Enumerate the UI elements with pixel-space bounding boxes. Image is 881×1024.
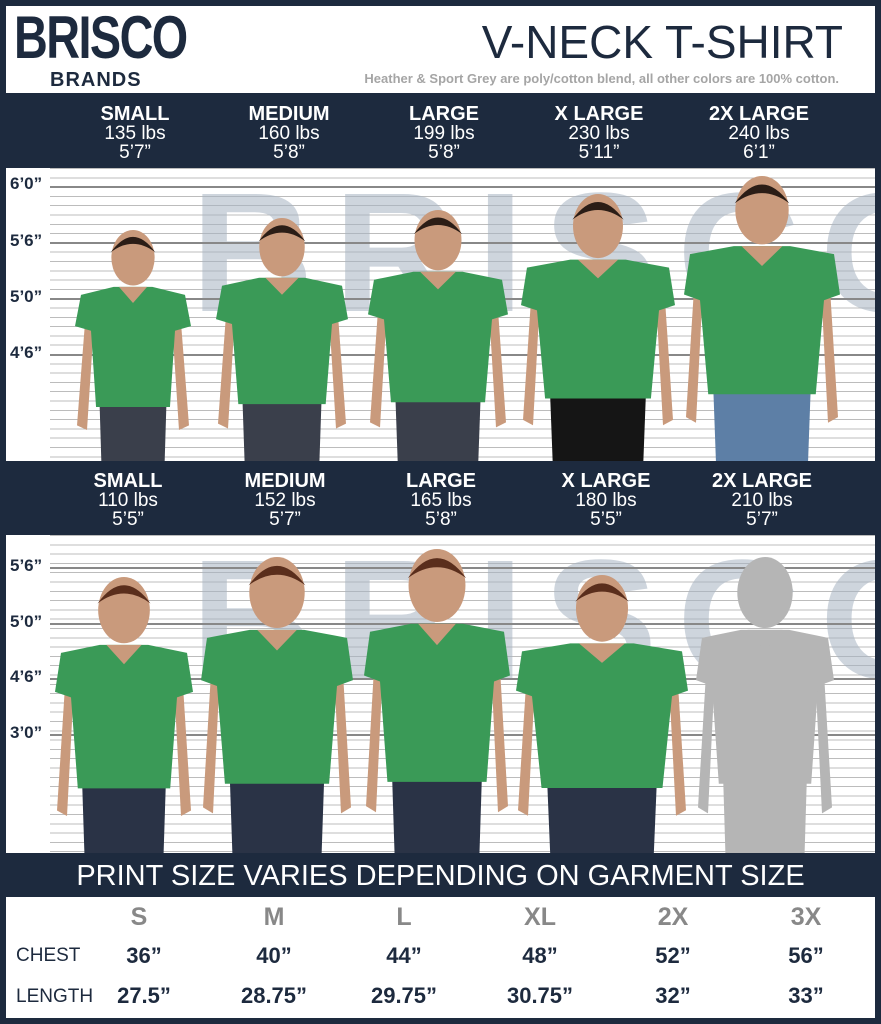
male-model xyxy=(368,210,508,461)
women-size-large: LARGE 165 lbs 5’8” xyxy=(406,470,476,530)
cell: 40” xyxy=(256,943,292,968)
height-mark: 5’6” xyxy=(10,556,45,575)
cell: 32” xyxy=(655,983,691,1008)
column-header: M xyxy=(263,903,285,931)
cell: 30.75” xyxy=(506,983,574,1008)
female-model xyxy=(516,575,688,853)
men-photo-panel: BRISCO 6’0” 5’6” 5’0” 4’6” xyxy=(6,168,875,461)
cell: 29.75” xyxy=(370,983,438,1008)
height-mark: 3’0” xyxy=(10,723,45,742)
row-label: CHEST xyxy=(16,945,81,966)
men-size-large: LARGE 199 lbs 5’8” xyxy=(409,103,479,163)
men-size-medium: MEDIUM 160 lbs 5’8” xyxy=(248,103,330,163)
women-size-xlarge: X LARGE 180 lbs 5’5” xyxy=(561,470,651,530)
logo-text: BRISCO xyxy=(14,4,188,71)
brisco-brands-logo: BRISCO BRANDS xyxy=(14,8,188,92)
men-size-xlarge: X LARGE 230 lbs 5’11” xyxy=(554,103,644,163)
women-size-band: SMALL 110 lbs 5’5” MEDIUM 152 lbs 5’7” LARGE… xyxy=(0,462,881,534)
male-model xyxy=(521,194,675,461)
women-models xyxy=(55,549,834,853)
logo-subtext: BRANDS xyxy=(50,69,142,91)
women-size-medium: MEDIUM 152 lbs 5’7” xyxy=(244,470,326,530)
cell: 36” xyxy=(126,943,162,968)
female-model xyxy=(201,557,353,853)
men-size-small: SMALL 135 lbs 5’7” xyxy=(100,103,170,163)
male-model xyxy=(684,176,840,461)
column-header: 3X xyxy=(790,903,822,931)
women-photo-panel: BRISCO 5’6” 5’0” 4’6” 3’0” xyxy=(6,535,875,853)
fabric-note: Heather & Sport Grey are poly/cotton ble… xyxy=(364,71,839,86)
height-mark: 5’6” xyxy=(10,231,45,250)
cell: 33” xyxy=(788,983,824,1008)
print-size-banner: PRINT SIZE VARIES DEPENDING ON GARMENT S… xyxy=(76,860,805,892)
cell: 56” xyxy=(788,943,824,968)
row-label: LENGTH xyxy=(16,986,94,1007)
height-mark: 4’6” xyxy=(10,667,45,686)
model-silhouette-placeholder xyxy=(696,557,834,853)
height-mark: 5’0” xyxy=(10,612,45,631)
men-models xyxy=(75,176,840,461)
column-header: 2X xyxy=(657,903,689,931)
men-size-2xlarge: 2X LARGE 240 lbs 6’1” xyxy=(708,103,810,163)
female-model xyxy=(55,577,193,853)
column-header: L xyxy=(396,903,412,931)
female-model xyxy=(364,549,510,853)
column-header: XL xyxy=(524,903,556,931)
height-mark: 4’6” xyxy=(10,343,45,362)
measurement-table: S M L XL 2X 3X CHEST 36” 40” 44” 48” 52”… xyxy=(6,897,875,1018)
cell: 48” xyxy=(522,943,558,968)
cell: 28.75” xyxy=(240,983,308,1008)
height-mark: 6’0” xyxy=(10,174,45,193)
column-header: S xyxy=(130,903,148,931)
page-title: V-NECK T-SHIRT xyxy=(481,16,843,68)
cell: 44” xyxy=(386,943,422,968)
men-size-band: SMALL 135 lbs 5’7” MEDIUM 160 lbs 5’8” LARGE… xyxy=(0,95,881,167)
cell: 27.5” xyxy=(117,983,171,1008)
women-size-2xlarge: 2X LARGE 210 lbs 5’7” xyxy=(711,470,813,530)
male-model xyxy=(75,230,191,461)
header: BRISCO BRANDS V-NECK T-SHIRT Heather & S… xyxy=(6,6,875,93)
male-model xyxy=(216,218,348,461)
height-mark: 5’0” xyxy=(10,287,45,306)
women-size-small: SMALL 110 lbs 5’5” xyxy=(93,470,163,530)
cell: 52” xyxy=(655,943,691,968)
